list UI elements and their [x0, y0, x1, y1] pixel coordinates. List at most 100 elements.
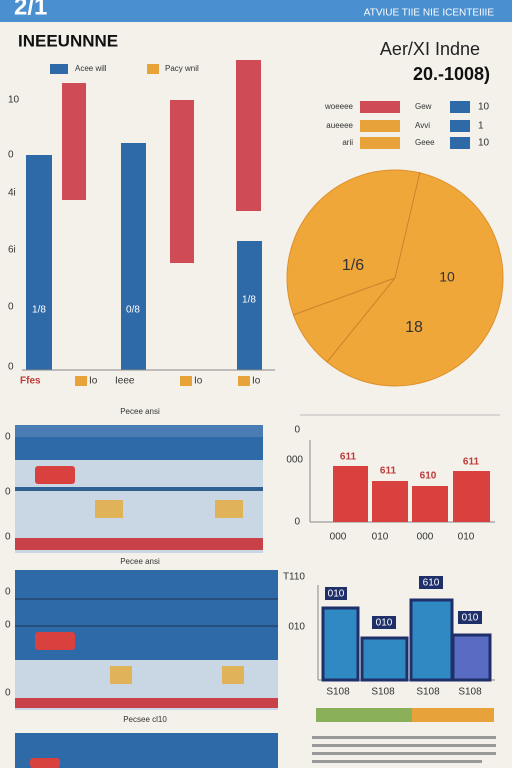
right-subtitle: 20.-1008) — [413, 64, 490, 84]
x-label: Ffes — [20, 376, 41, 387]
icon — [222, 666, 244, 684]
y-label: 0 — [5, 487, 11, 498]
legend-label: aueeee — [326, 121, 353, 130]
stripe — [15, 625, 278, 627]
y-label: 0 — [294, 517, 300, 528]
y-label: 0 — [8, 150, 14, 161]
x-label: S108 — [458, 687, 482, 698]
bar-label: 010 — [462, 613, 479, 624]
icon — [110, 666, 132, 684]
icon — [35, 632, 75, 650]
icon — [35, 466, 75, 484]
bar — [412, 486, 448, 522]
stripe — [15, 437, 263, 460]
left-title: INEEUNNNE — [18, 31, 118, 50]
x-label: S108 — [371, 687, 395, 698]
bar-label: 611 — [463, 457, 480, 468]
legend-label: arii — [342, 138, 353, 147]
x-label: Io — [89, 376, 98, 387]
tagline: ATVIUE TIIE NIE ICENTEIIIE — [364, 8, 495, 19]
pie-divider — [394, 171, 421, 279]
x-label: S108 — [326, 687, 350, 698]
pie-divider — [292, 277, 396, 316]
x-label: Io — [252, 376, 261, 387]
icon — [30, 758, 60, 768]
bar-label: 010 — [328, 589, 345, 600]
banner — [0, 0, 512, 22]
stripe — [15, 425, 263, 437]
bar — [170, 100, 194, 263]
x-title: Pecee ansi — [120, 407, 160, 416]
label-box — [325, 587, 347, 600]
y-label: 0 — [5, 688, 11, 699]
icon — [95, 500, 123, 518]
y-label: 0 — [5, 620, 11, 631]
stripe — [15, 598, 278, 600]
y-label: 000 — [286, 455, 303, 466]
x-label: 010 — [458, 532, 475, 543]
y-label: 010 — [288, 622, 305, 633]
legend-swatch — [50, 64, 68, 74]
legend-label: Acee will — [75, 64, 107, 73]
x-swatch — [75, 376, 87, 386]
bar-label: 010 — [376, 618, 393, 629]
bar — [236, 60, 261, 211]
bar — [453, 471, 490, 522]
legend-value: 10 — [478, 102, 490, 113]
legend-value: 1 — [478, 121, 484, 132]
legend-label: Gew — [415, 102, 432, 111]
legend-bar — [360, 101, 400, 113]
legend-label: Pacy wnil — [165, 64, 199, 73]
bar-label: 610 — [423, 578, 440, 589]
y-label: 4i — [8, 188, 16, 199]
y-label: 0 — [294, 425, 300, 436]
bar — [409, 598, 454, 682]
label-box — [458, 611, 482, 624]
legend-bar — [360, 120, 400, 132]
legend-swatch — [450, 120, 470, 132]
bar-label: 0/8 — [126, 305, 140, 316]
icon — [215, 500, 243, 518]
bar-label: 1/8 — [32, 305, 46, 316]
y-label: T110 — [283, 572, 305, 583]
x-label: Io — [194, 376, 203, 387]
legend-swatch — [450, 101, 470, 113]
color-strip — [412, 708, 494, 722]
x-swatch — [180, 376, 192, 386]
legend-swatch — [147, 64, 159, 74]
y-label: 6i — [8, 245, 16, 256]
bar — [333, 466, 368, 522]
legend-value: 10 — [478, 138, 490, 149]
stripe — [15, 538, 263, 550]
y-label: 0 — [8, 302, 14, 313]
legend-label: Geee — [415, 138, 435, 147]
y-label: 0 — [5, 587, 11, 598]
stripe — [15, 487, 263, 491]
bar-label: 611 — [340, 452, 357, 463]
bar-label: 1/8 — [242, 295, 256, 306]
color-strip — [316, 708, 412, 722]
x-label: 010 — [372, 532, 389, 543]
legend-label: woeeee — [324, 102, 354, 111]
bar — [62, 83, 86, 200]
stripe — [15, 698, 278, 708]
pie-label: 10 — [439, 269, 455, 285]
bar — [321, 606, 360, 682]
legend-label: Avvi — [415, 121, 430, 130]
bar — [360, 636, 409, 682]
legend-swatch — [450, 137, 470, 149]
label-box — [372, 616, 396, 629]
x-label: S108 — [416, 687, 440, 698]
caption: Pecee ansi — [120, 557, 160, 566]
bar — [237, 241, 262, 370]
bar-label: 611 — [380, 466, 397, 477]
bar — [372, 481, 408, 522]
x-label: 000 — [417, 532, 434, 543]
pie-label: 18 — [405, 319, 423, 336]
x-label: Ieee — [115, 376, 135, 387]
logo: 2/1 — [14, 0, 47, 20]
bar-label: 610 — [420, 471, 437, 482]
y-label: 0 — [5, 432, 11, 443]
bar — [121, 143, 146, 370]
